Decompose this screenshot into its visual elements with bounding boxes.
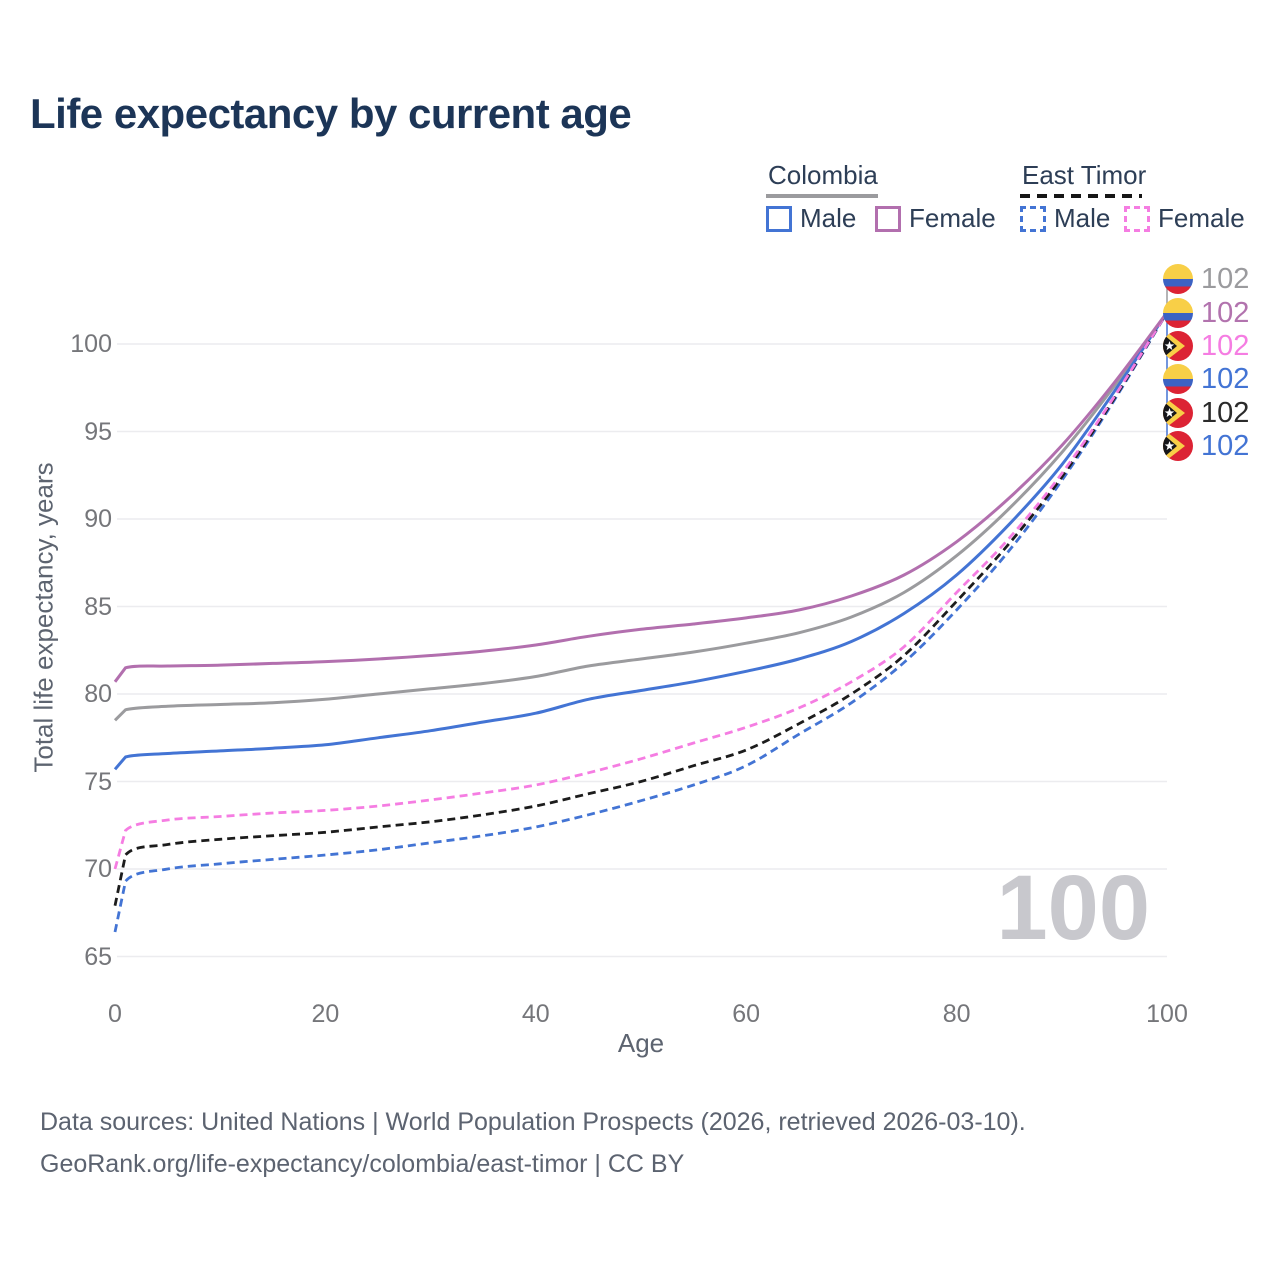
legend-item-east-timor-female[interactable]: Female <box>1124 203 1245 234</box>
page-title: Life expectancy by current age <box>30 90 632 137</box>
legend-east-timor-line-sample <box>1020 194 1142 198</box>
legend-group-east-timor: East Timor <box>1022 160 1147 190</box>
legend-item-east-timor-male[interactable]: Male <box>1020 203 1110 234</box>
x-tick-label: 0 <box>108 1000 122 1028</box>
x-tick-label: 20 <box>311 1000 340 1028</box>
east-timor-flag-icon <box>1163 398 1193 428</box>
series-end-label: 102 <box>1163 263 1249 295</box>
x-tick-label: 40 <box>521 1000 550 1028</box>
x-tick-label: 100 <box>1146 1000 1188 1028</box>
y-tick-label: 85 <box>84 592 112 621</box>
series-end-label: 102 <box>1163 430 1249 462</box>
y-tick-label: 80 <box>84 680 112 708</box>
x-tick-label: 80 <box>942 1000 971 1028</box>
series-end-value: 102 <box>1201 263 1250 295</box>
colombia-male-swatch-icon <box>766 205 792 232</box>
series-end-label: 102 <box>1163 397 1249 429</box>
series-line-colombia[interactable] <box>113 311 1169 722</box>
y-tick-label: 100 <box>70 330 112 358</box>
colombia-flag-icon <box>1163 364 1193 394</box>
colombia-flag-icon <box>1163 264 1193 294</box>
legend-group-colombia: Colombia <box>768 160 878 190</box>
x-tick-label: 60 <box>732 1000 761 1028</box>
east-timor-male-swatch-icon <box>1020 205 1046 232</box>
legend-item-colombia-female[interactable]: Female <box>875 203 996 234</box>
legend-colombia-line-sample <box>766 194 878 198</box>
series-end-label: 102 <box>1163 330 1249 362</box>
series-end-value: 102 <box>1201 397 1250 429</box>
series-line-east-timor[interactable] <box>113 311 1169 870</box>
legend-item-colombia-male[interactable]: Male <box>766 203 856 234</box>
series-end-value: 102 <box>1201 363 1250 395</box>
legend-item-label: Male <box>1054 203 1111 233</box>
series-end-label: 102 <box>1163 297 1249 329</box>
footer-data-sources: Data sources: United Nations | World Pop… <box>40 1108 1026 1136</box>
colombia-female-swatch-icon <box>875 205 901 232</box>
y-tick-label: 70 <box>84 855 112 883</box>
east-timor-female-swatch-icon <box>1124 205 1150 232</box>
y-tick-label: 95 <box>84 417 112 446</box>
series-end-label: 102 <box>1163 363 1249 395</box>
legend-item-label: Female <box>1158 203 1245 233</box>
legend-item-label: Female <box>909 203 996 233</box>
y-tick-label: 90 <box>84 505 112 533</box>
legend-item-label: Male <box>800 203 857 233</box>
series-end-value: 102 <box>1201 430 1250 462</box>
series-end-value: 102 <box>1201 330 1250 362</box>
age-watermark: 100 <box>996 857 1151 959</box>
y-tick-label: 75 <box>84 767 112 796</box>
x-axis-title: Age <box>617 1028 665 1058</box>
series-line-colombia[interactable] <box>113 311 1169 771</box>
y-tick-label: 65 <box>84 942 112 971</box>
series-line-colombia[interactable] <box>113 311 1169 683</box>
series-line-east-timor[interactable] <box>113 311 1169 906</box>
east-timor-flag-icon <box>1163 331 1193 361</box>
east-timor-flag-icon <box>1163 431 1193 461</box>
series-line-east-timor[interactable] <box>113 311 1169 933</box>
colombia-flag-icon <box>1163 298 1193 328</box>
footer-attribution: GeoRank.org/life-expectancy/colombia/eas… <box>40 1150 685 1178</box>
series-end-value: 102 <box>1201 297 1250 329</box>
